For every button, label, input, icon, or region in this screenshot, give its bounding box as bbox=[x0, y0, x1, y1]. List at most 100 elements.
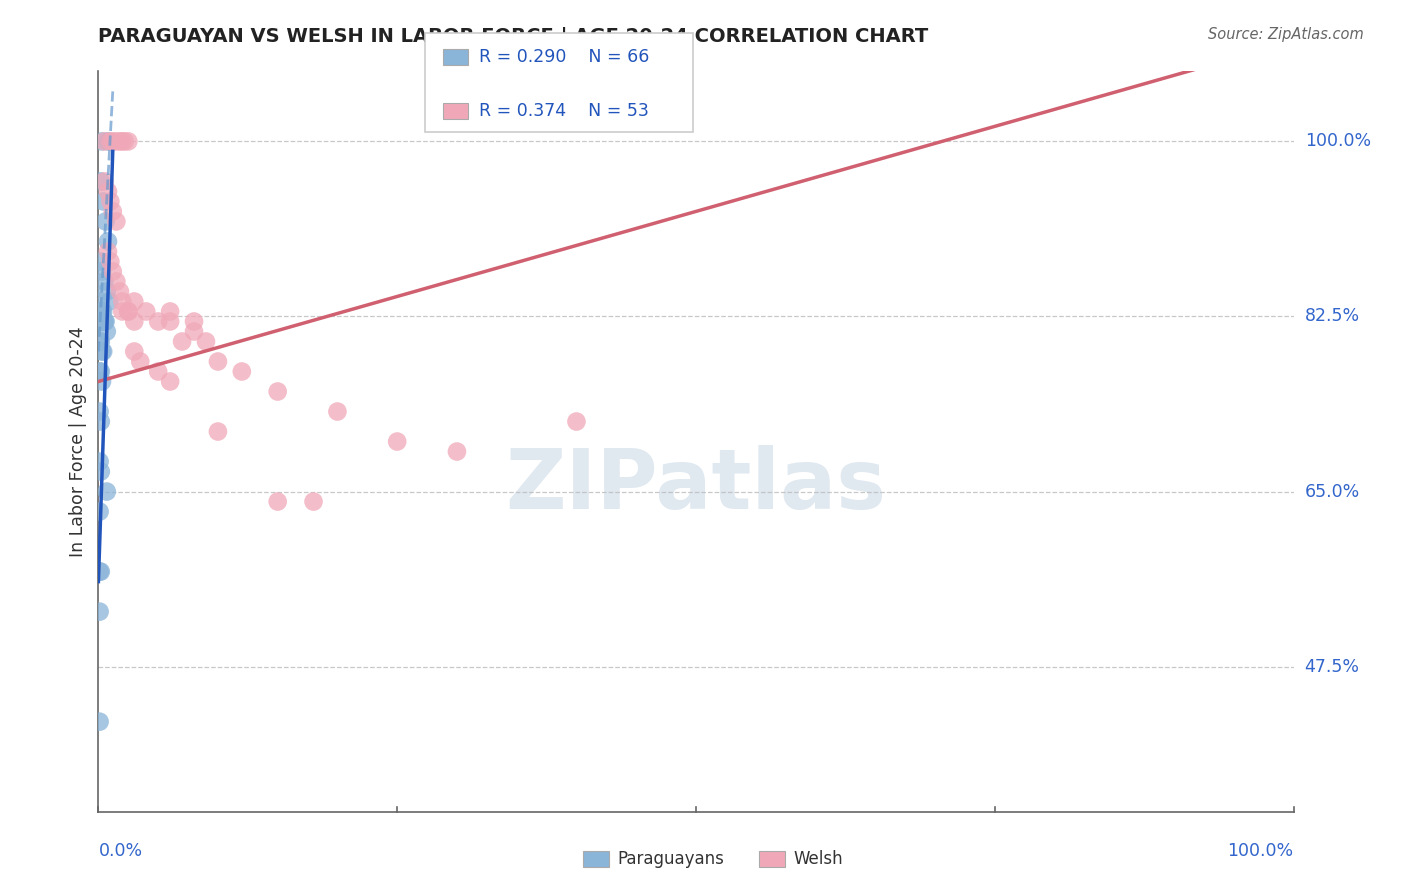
Point bbox=[96, 484, 118, 499]
Point bbox=[89, 565, 111, 579]
Point bbox=[105, 135, 128, 149]
Point bbox=[105, 214, 128, 228]
Point bbox=[207, 425, 229, 439]
Point bbox=[159, 375, 181, 389]
Point bbox=[267, 384, 290, 399]
Point bbox=[159, 304, 181, 318]
Text: ZIPatlas: ZIPatlas bbox=[506, 445, 886, 526]
Point bbox=[183, 314, 205, 328]
Point bbox=[89, 294, 111, 309]
Point bbox=[148, 314, 170, 328]
Point bbox=[111, 135, 134, 149]
Point bbox=[90, 364, 112, 378]
Text: 65.0%: 65.0% bbox=[1305, 483, 1360, 500]
Point bbox=[207, 354, 229, 368]
Point bbox=[108, 285, 131, 299]
Point bbox=[91, 314, 114, 328]
Point bbox=[98, 194, 122, 209]
Point bbox=[93, 174, 115, 188]
Point bbox=[267, 494, 290, 508]
Point bbox=[326, 404, 349, 418]
Point bbox=[89, 364, 111, 378]
Point bbox=[94, 314, 117, 328]
Point bbox=[101, 264, 124, 278]
Text: Welsh: Welsh bbox=[793, 850, 842, 868]
Point bbox=[93, 275, 115, 289]
Text: R = 0.290    N = 66: R = 0.290 N = 66 bbox=[479, 48, 650, 66]
Point bbox=[90, 465, 112, 479]
Point bbox=[89, 304, 111, 318]
Point bbox=[302, 494, 325, 508]
Point bbox=[90, 304, 112, 318]
Point bbox=[108, 135, 131, 149]
Point bbox=[98, 254, 122, 268]
Point bbox=[91, 264, 114, 278]
Point bbox=[231, 364, 253, 378]
Point bbox=[90, 314, 112, 328]
Point bbox=[97, 135, 120, 149]
Point bbox=[90, 334, 112, 349]
Point bbox=[90, 314, 112, 328]
Point bbox=[91, 344, 114, 359]
Point bbox=[91, 194, 114, 209]
Point bbox=[159, 314, 181, 328]
Point bbox=[90, 174, 112, 188]
Point bbox=[93, 314, 115, 328]
Point bbox=[90, 254, 112, 268]
Text: Paraguayans: Paraguayans bbox=[617, 850, 724, 868]
Point bbox=[385, 434, 409, 449]
Point bbox=[91, 135, 114, 149]
Point bbox=[91, 375, 114, 389]
Text: Source: ZipAtlas.com: Source: ZipAtlas.com bbox=[1208, 27, 1364, 42]
Point bbox=[91, 314, 114, 328]
Point bbox=[124, 314, 146, 328]
Point bbox=[195, 334, 218, 349]
Point bbox=[89, 714, 111, 729]
Point bbox=[446, 444, 468, 458]
Point bbox=[111, 294, 134, 309]
Text: 47.5%: 47.5% bbox=[1305, 657, 1360, 675]
Point bbox=[91, 344, 114, 359]
Point bbox=[91, 314, 114, 328]
Point bbox=[98, 135, 122, 149]
Point bbox=[89, 404, 111, 418]
Point bbox=[565, 415, 588, 429]
Point bbox=[89, 314, 111, 328]
Point bbox=[91, 304, 114, 318]
Point bbox=[183, 325, 205, 339]
Text: 0.0%: 0.0% bbox=[98, 842, 142, 860]
Point bbox=[89, 334, 111, 349]
Point bbox=[97, 244, 120, 259]
Text: 100.0%: 100.0% bbox=[1227, 842, 1294, 860]
Point bbox=[93, 314, 115, 328]
Point bbox=[101, 135, 124, 149]
Y-axis label: In Labor Force | Age 20-24: In Labor Force | Age 20-24 bbox=[69, 326, 87, 557]
Point bbox=[129, 354, 152, 368]
Point bbox=[117, 135, 139, 149]
Point bbox=[91, 304, 114, 318]
Point bbox=[94, 214, 117, 228]
Point bbox=[172, 334, 194, 349]
Text: 82.5%: 82.5% bbox=[1305, 308, 1360, 326]
Point bbox=[89, 605, 111, 619]
Point bbox=[105, 275, 128, 289]
Text: R = 0.374    N = 53: R = 0.374 N = 53 bbox=[479, 102, 650, 120]
Point bbox=[93, 135, 115, 149]
Text: 100.0%: 100.0% bbox=[1305, 132, 1371, 151]
Point bbox=[89, 454, 111, 468]
Point bbox=[89, 505, 111, 519]
Text: PARAGUAYAN VS WELSH IN LABOR FORCE | AGE 20-24 CORRELATION CHART: PARAGUAYAN VS WELSH IN LABOR FORCE | AGE… bbox=[98, 27, 929, 46]
Point bbox=[97, 235, 120, 249]
Point bbox=[90, 415, 112, 429]
Point bbox=[111, 304, 134, 318]
Point bbox=[124, 294, 146, 309]
Point bbox=[114, 135, 136, 149]
Point bbox=[135, 304, 157, 318]
Point bbox=[101, 204, 124, 219]
Point bbox=[90, 565, 112, 579]
Point bbox=[98, 294, 121, 309]
Point bbox=[117, 304, 139, 318]
Point bbox=[97, 185, 120, 199]
Point bbox=[96, 285, 118, 299]
Point bbox=[148, 364, 170, 378]
